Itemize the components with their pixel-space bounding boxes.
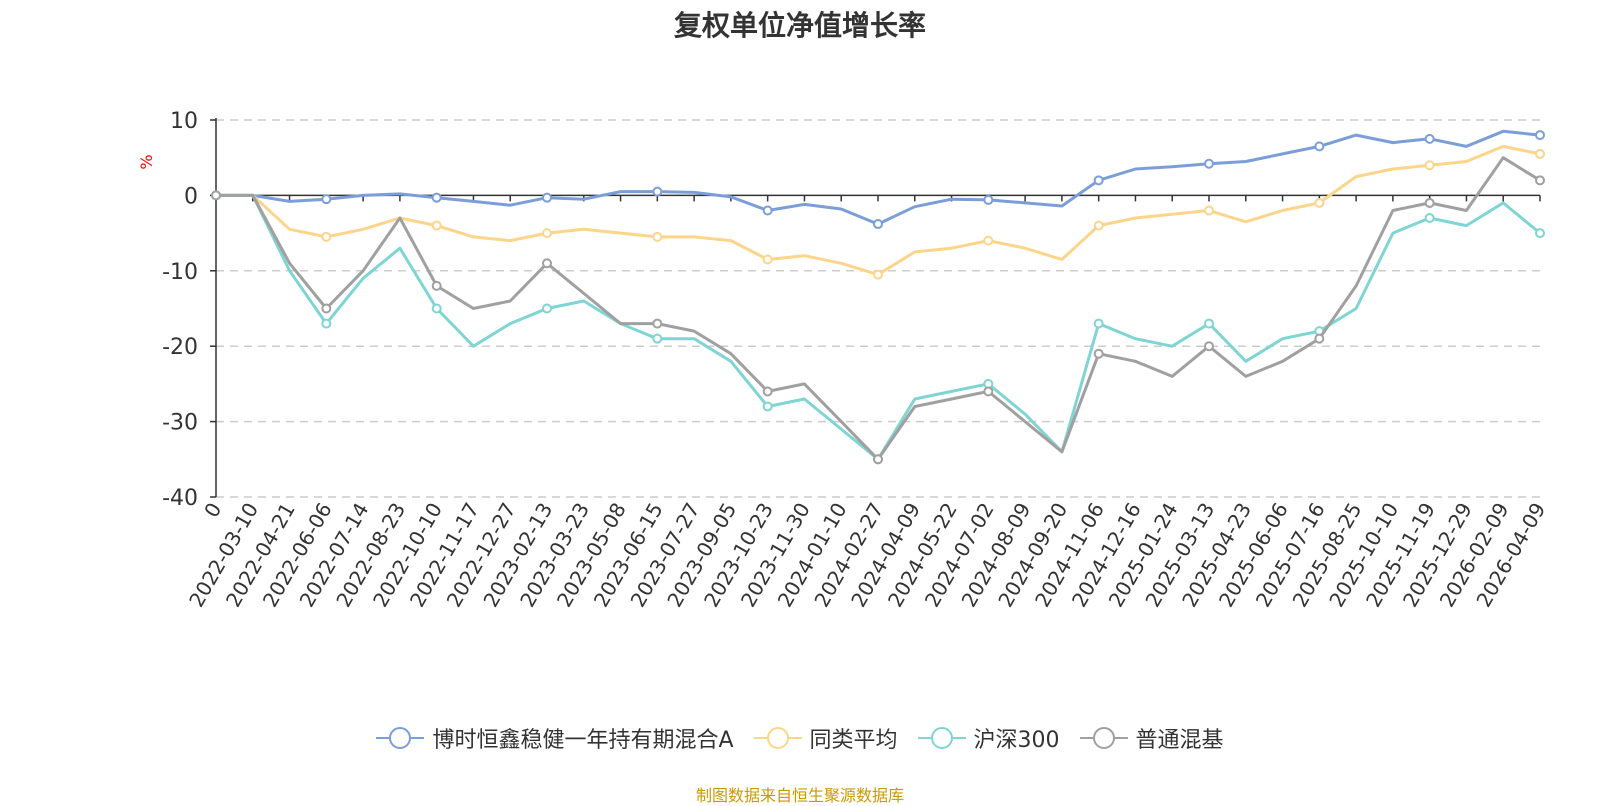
y-tick-label: -40 — [162, 486, 198, 511]
series-1-point[interactable] — [1314, 197, 1325, 208]
series-1-point[interactable] — [321, 231, 332, 242]
series-1-point[interactable] — [1424, 160, 1435, 171]
y-tick-label: 0 — [184, 184, 198, 209]
series-0-point[interactable] — [1093, 175, 1104, 186]
series-1-point[interactable] — [542, 228, 552, 239]
axis-layer: 100-10-20-30-40 02022-03-102022-04-212022… — [162, 109, 1550, 611]
series-3-point[interactable] — [1314, 333, 1325, 344]
series-1-point[interactable] — [652, 231, 663, 242]
series-2-point[interactable] — [542, 303, 552, 314]
data-source-footer: 制图数据来自恒生聚源数据库 — [695, 786, 904, 805]
series-3-point[interactable] — [762, 386, 773, 397]
series-line-2[interactable] — [216, 193, 1541, 461]
series-0-point[interactable] — [873, 219, 883, 230]
series-0-point[interactable] — [1314, 141, 1325, 152]
legend-marker-icon — [917, 727, 966, 749]
y-tick-label: 10 — [170, 109, 198, 134]
chart-title: 复权单位净值增长率 — [673, 9, 926, 42]
series-2-point[interactable] — [1424, 213, 1435, 224]
x-tick-label: 0 — [199, 499, 226, 522]
series-0-point[interactable] — [1424, 133, 1435, 144]
legend-label: 同类平均 — [809, 728, 898, 753]
series-layer — [211, 129, 1545, 465]
series-3-point[interactable] — [211, 190, 221, 201]
y-tick-label: -30 — [162, 411, 198, 436]
series-1-point[interactable] — [431, 220, 442, 231]
series-line-3[interactable] — [216, 156, 1541, 461]
y-tick-label: -10 — [162, 260, 198, 285]
series-0-point[interactable] — [983, 194, 994, 205]
legend-label: 普通混基 — [1135, 728, 1224, 753]
series-1-point[interactable] — [983, 235, 994, 246]
series-3-point[interactable] — [542, 258, 552, 269]
series-3-point[interactable] — [1204, 341, 1214, 352]
series-1-point[interactable] — [1535, 148, 1545, 159]
series-line-0[interactable] — [216, 129, 1541, 226]
series-2-point[interactable] — [1093, 318, 1104, 329]
y-tick-label: -20 — [162, 335, 198, 360]
legend-item-csi300[interactable]: 沪深300 — [917, 722, 1060, 754]
series-0-point[interactable] — [1535, 130, 1545, 141]
series-3-point[interactable] — [873, 454, 883, 465]
legend-marker-icon — [376, 727, 425, 749]
series-2-point[interactable] — [762, 401, 773, 412]
series-0-point[interactable] — [1204, 158, 1214, 169]
series-0-point[interactable] — [542, 192, 552, 203]
legend-label: 博时恒鑫稳健一年持有期混合A — [432, 728, 734, 753]
series-2-point[interactable] — [1204, 318, 1214, 329]
series-3-point[interactable] — [1424, 197, 1435, 208]
series-0-point[interactable] — [652, 186, 663, 197]
legend: 博时恒鑫稳健一年持有期混合A 同类平均 沪深300 普通混基 — [0, 722, 1600, 754]
series-3-point[interactable] — [652, 318, 663, 329]
legend-marker-icon — [753, 727, 802, 749]
series-3-point[interactable] — [1535, 175, 1545, 186]
series-1-point[interactable] — [1093, 220, 1104, 231]
series-3-point[interactable] — [1093, 348, 1104, 359]
series-2-point[interactable] — [321, 318, 332, 329]
legend-marker-icon — [1079, 727, 1128, 749]
series-2-point[interactable] — [1535, 228, 1545, 239]
series-2-point[interactable] — [431, 303, 442, 314]
legend-label: 沪深300 — [973, 728, 1060, 753]
series-0-point[interactable] — [321, 194, 332, 205]
legend-item-fund[interactable]: 博时恒鑫稳健一年持有期混合A — [376, 722, 734, 754]
legend-item-mixed-fund[interactable]: 普通混基 — [1079, 722, 1224, 754]
series-3-point[interactable] — [321, 303, 332, 314]
series-3-point[interactable] — [431, 280, 442, 291]
y-axis-unit-label: % — [137, 154, 156, 169]
series-line-1[interactable] — [216, 144, 1541, 277]
series-1-point[interactable] — [873, 269, 883, 280]
series-2-point[interactable] — [652, 333, 663, 344]
series-0-point[interactable] — [762, 205, 773, 216]
legend-item-category-average[interactable]: 同类平均 — [753, 722, 898, 754]
series-1-point[interactable] — [1204, 205, 1214, 216]
series-0-point[interactable] — [431, 192, 442, 203]
series-1-point[interactable] — [762, 254, 773, 265]
series-3-point[interactable] — [983, 386, 994, 397]
